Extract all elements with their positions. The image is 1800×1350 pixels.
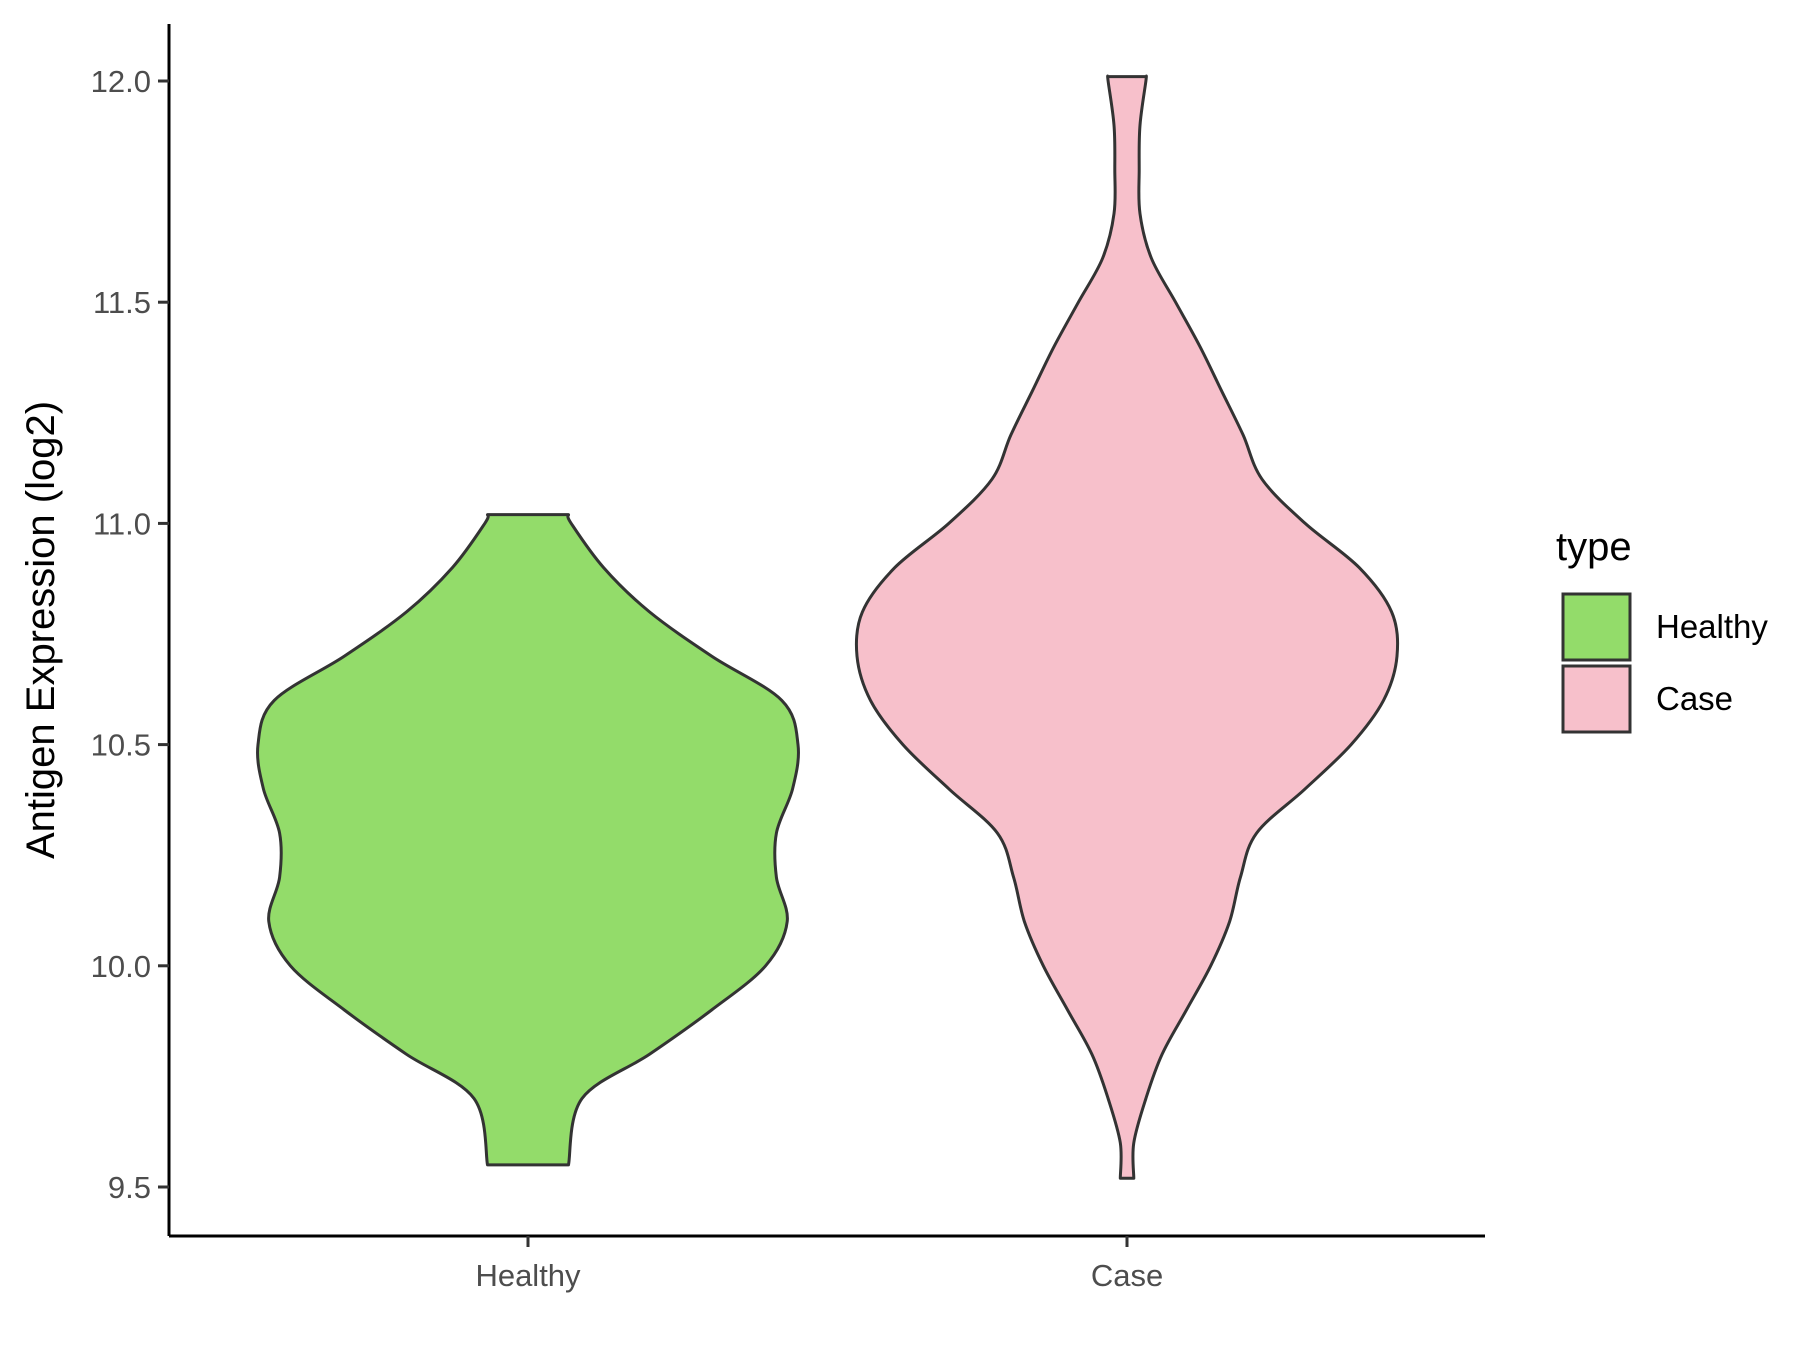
y-tick-label: 10.0 <box>91 949 151 984</box>
y-tick-label: 10.5 <box>91 728 151 763</box>
legend-swatch-case <box>1561 664 1632 734</box>
legend: type Healthy Case <box>1556 525 1768 734</box>
x-axis-ticks: Healthy Case <box>475 1236 1163 1293</box>
x-tick-label-case: Case <box>1091 1258 1163 1293</box>
legend-title: type <box>1556 525 1632 569</box>
y-axis-title: Antigen Expression (log2) <box>19 401 63 859</box>
violin-case <box>854 74 1400 1180</box>
violin-layer <box>256 74 1400 1180</box>
legend-label-healthy: Healthy <box>1656 608 1768 645</box>
y-tick-label: 11.5 <box>93 285 151 320</box>
violin-healthy <box>256 513 800 1167</box>
legend-swatch-healthy <box>1561 592 1632 662</box>
y-tick-label: 11.0 <box>93 506 151 541</box>
x-tick-label-healthy: Healthy <box>475 1258 581 1293</box>
y-tick-label: 9.5 <box>108 1170 151 1205</box>
legend-label-case: Case <box>1656 680 1733 717</box>
y-tick-label: 12.0 <box>91 64 151 99</box>
y-axis-ticks: 9.5 10.0 10.5 11.0 11.5 12.0 <box>91 64 169 1205</box>
